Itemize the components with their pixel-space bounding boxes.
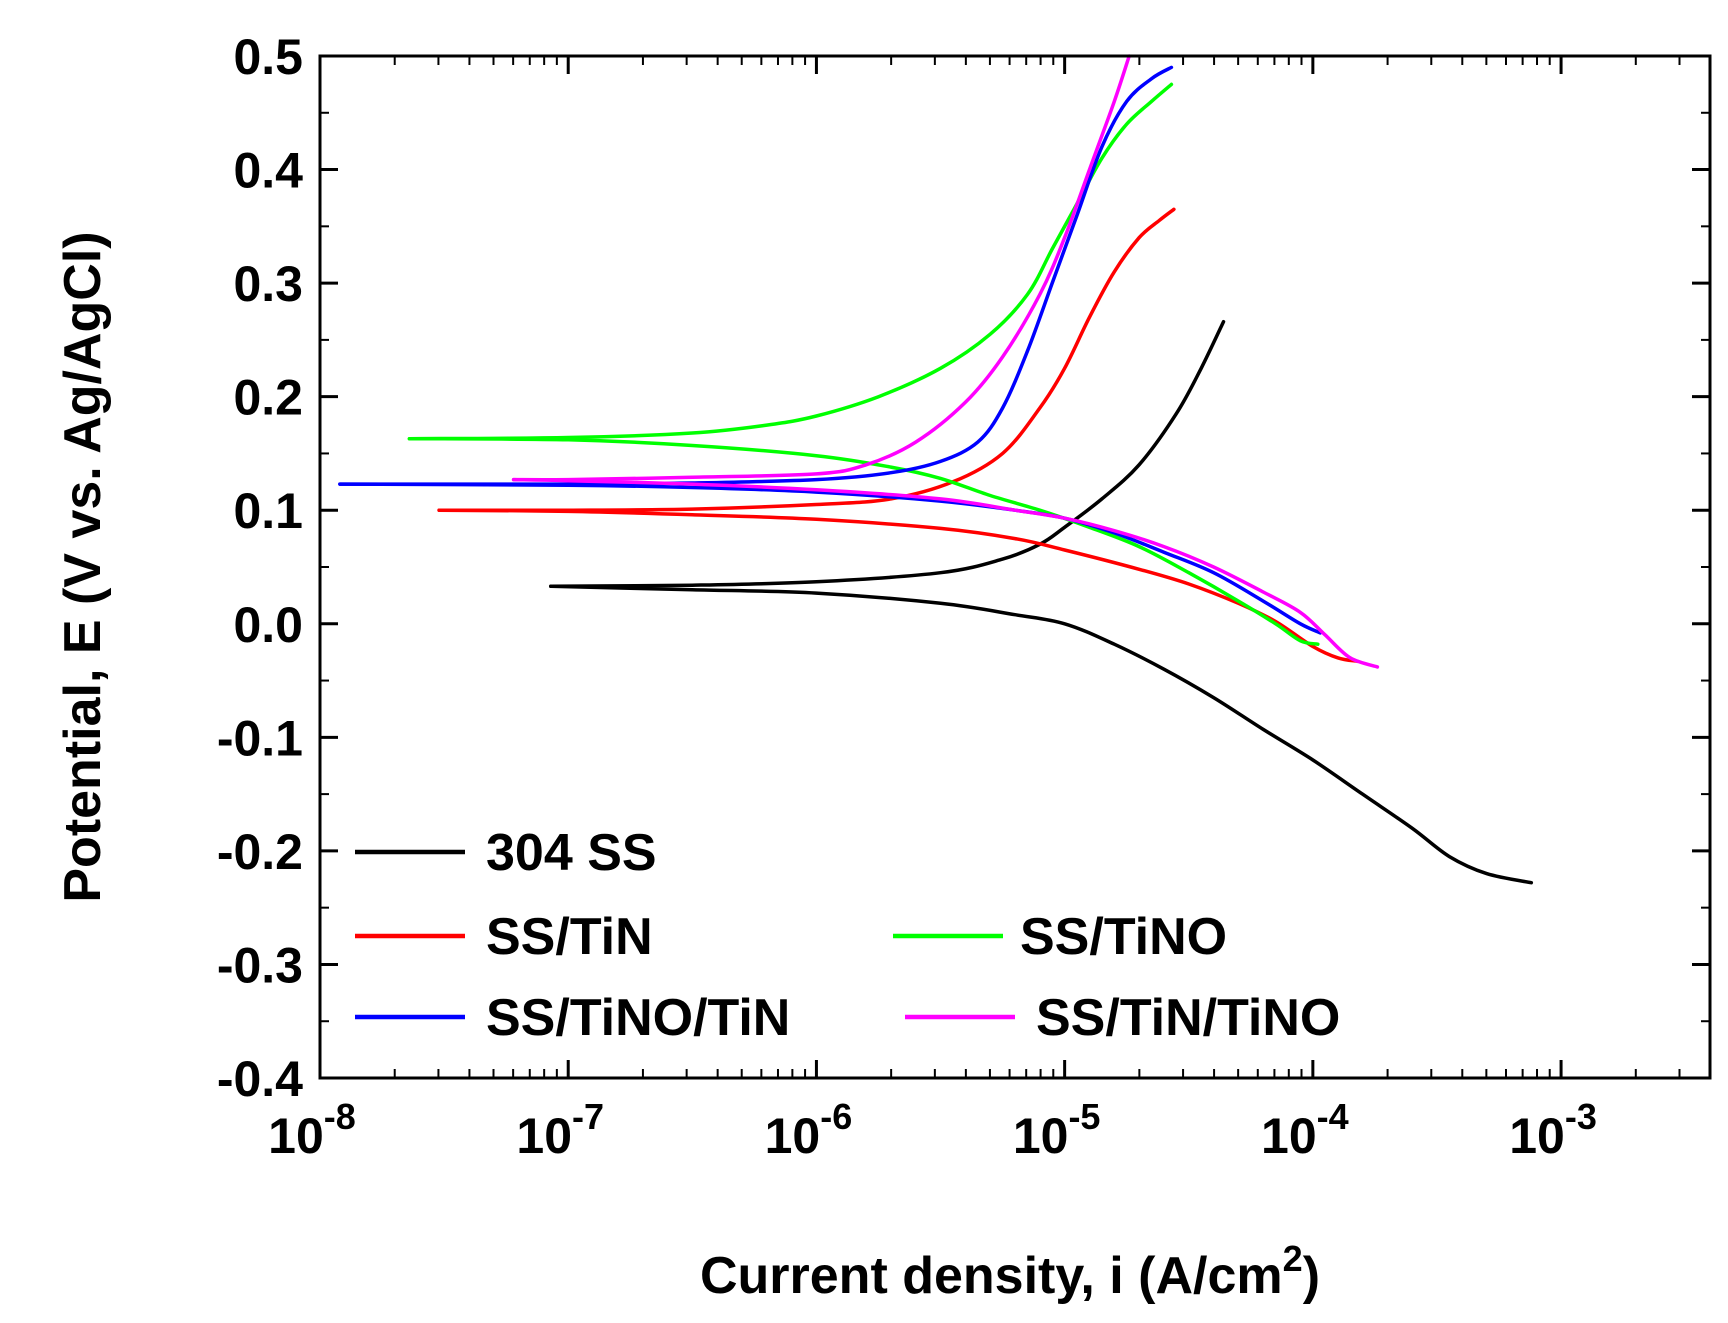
x-tick-labels: 10-8 10-7 10-6 10-5 10-4 10-3 <box>268 1096 1597 1164</box>
plot-frame <box>318 54 1712 1080</box>
x-tick-label: 10-8 <box>268 1096 356 1164</box>
series-ss-tino-anodic-line <box>407 82 1174 441</box>
series-ss-tin-anodic-line <box>437 207 1176 513</box>
y-tick-label: 0.1 <box>233 483 303 539</box>
axis-ticks <box>318 54 1710 1080</box>
x-tick-label: 10-7 <box>516 1096 604 1164</box>
series-ss-tin-tino-cathodic-line <box>511 477 1380 669</box>
y-tick-label: -0.3 <box>217 937 303 993</box>
x-tick-label: 10-5 <box>1013 1096 1101 1164</box>
legend-label-ss-tino: SS/TiNO <box>1020 908 1227 966</box>
y-tick-label: -0.2 <box>217 824 303 880</box>
y-tick-label: 0.4 <box>233 143 303 199</box>
y-axis-title: Potential, E (V vs. Ag/AgCl) <box>54 231 112 902</box>
y-tick-label: -0.1 <box>217 710 303 766</box>
y-tick-label: 0.5 <box>233 29 303 85</box>
x-tick-label: 10-4 <box>1261 1096 1349 1164</box>
y-tick-label: 0.2 <box>233 370 303 426</box>
series-304-ss-cathodic-line <box>549 584 1534 885</box>
y-tick-label: 0.0 <box>233 597 303 653</box>
legend-label-ss-tino-tin: SS/TiNO/TiN <box>486 989 790 1047</box>
legend: 304 SS SS/TiN SS/TiNO SS/TiNO/TiN SS/TiN/TiN… <box>355 824 1340 1047</box>
legend-label-ss-tin-tino: SS/TiN/TiNO <box>1036 989 1340 1047</box>
y-tick-labels: 0.5 0.4 0.3 0.2 0.1 0.0 -0.1 -0.2 -0.3 -0.4 <box>217 29 303 1107</box>
series-ss-tin-cathodic-line <box>437 508 1360 664</box>
x-tick-label: 10-6 <box>765 1096 853 1164</box>
y-tick-label: 0.3 <box>233 256 303 312</box>
legend-label-ss-tin: SS/TiN <box>486 908 653 966</box>
y-tick-label: -0.4 <box>217 1051 303 1107</box>
series-ss-tino-cathodic-line <box>407 436 1320 646</box>
legend-label-304-ss: 304 SS <box>486 824 657 882</box>
series-ss-tin-tino-anodic-line <box>511 54 1131 482</box>
x-tick-label: 10-3 <box>1509 1096 1597 1164</box>
series-layer <box>338 54 1534 885</box>
x-axis-title: Current density, i (A/cm2) <box>700 1238 1320 1305</box>
